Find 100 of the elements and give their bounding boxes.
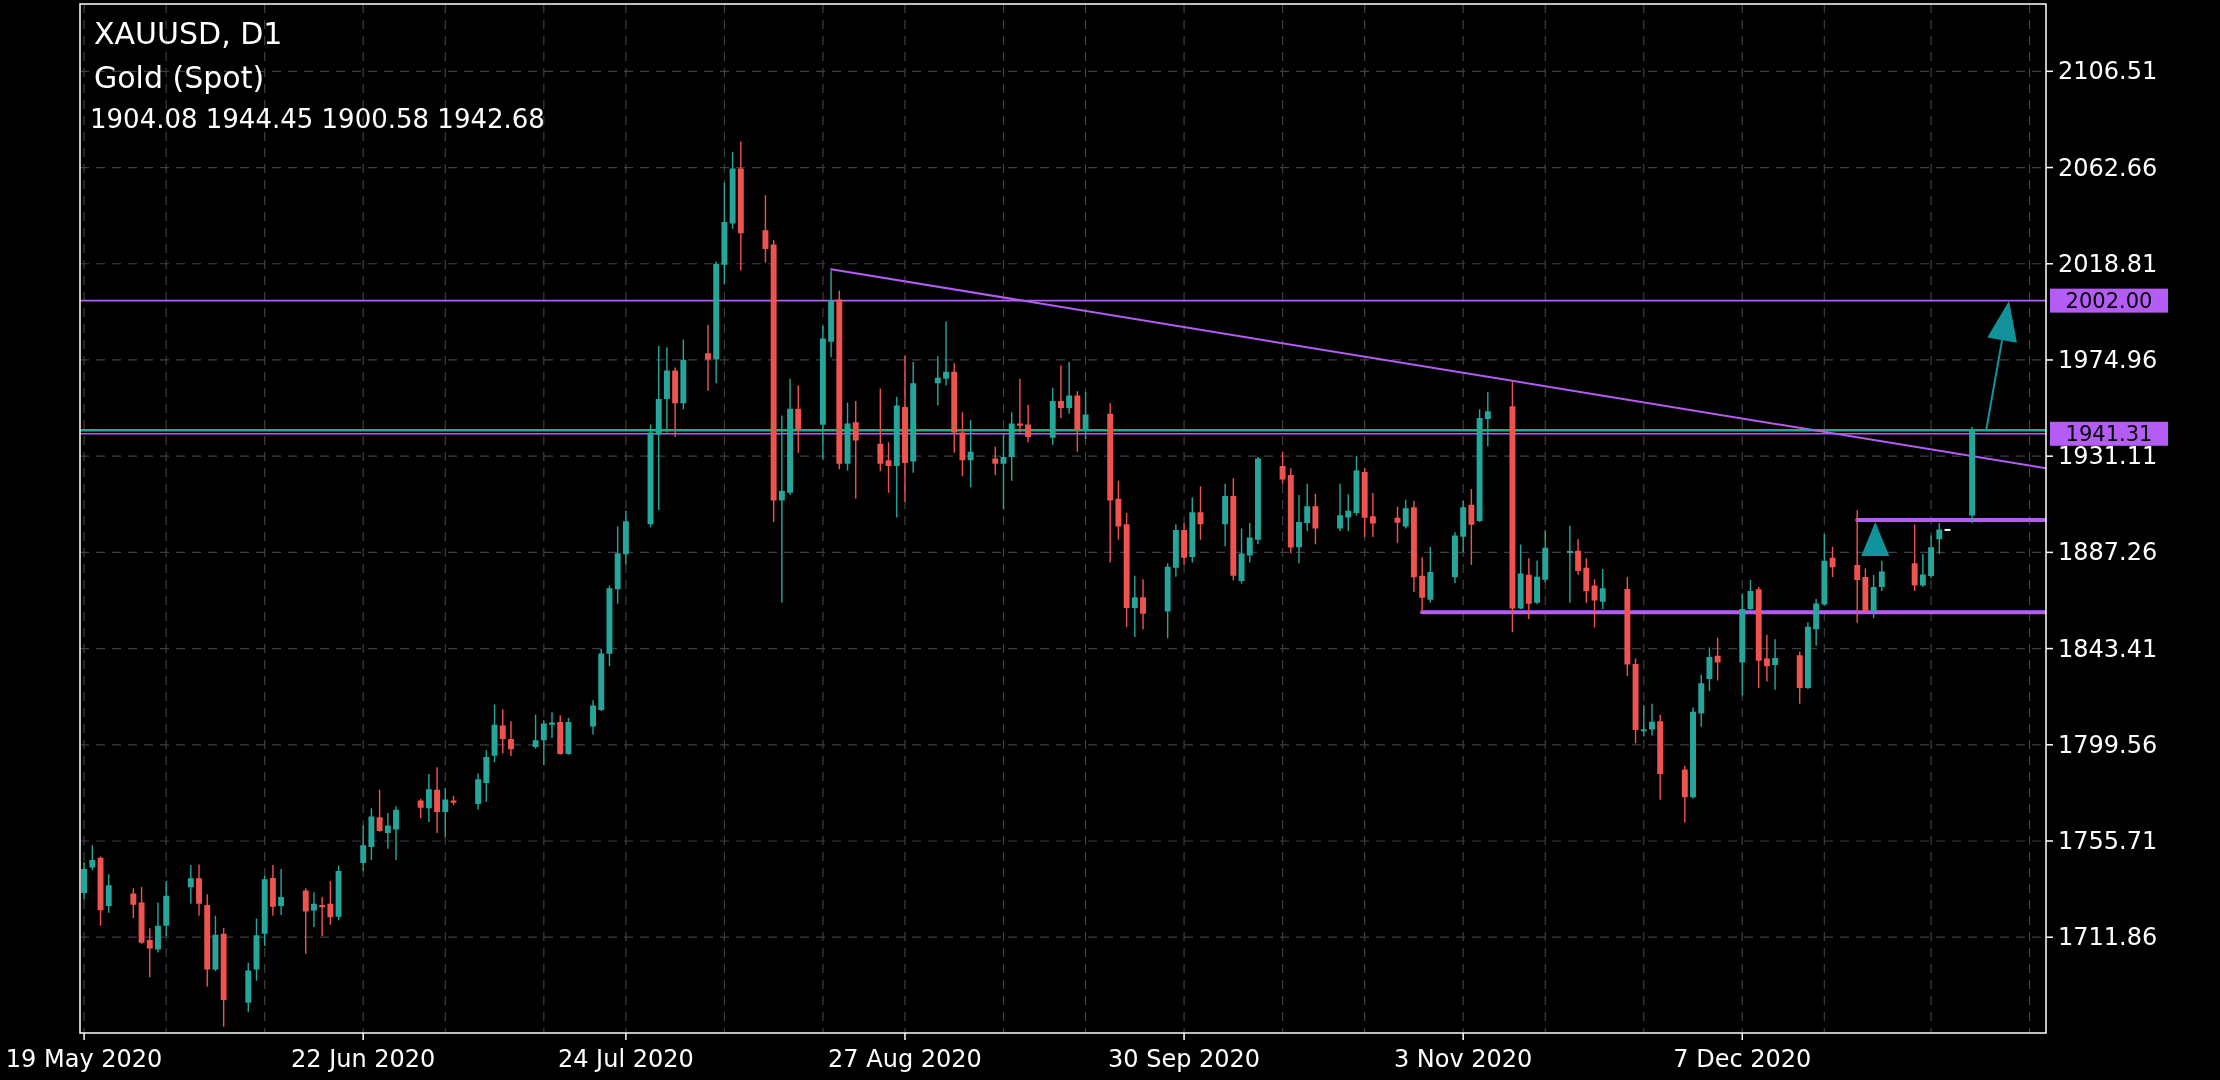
- candlestick: [1928, 535, 1935, 579]
- candlestick: [1246, 522, 1253, 563]
- candlestick: [138, 886, 145, 944]
- y-tick-label: 1711.86: [2058, 923, 2158, 952]
- candlestick: [1304, 483, 1311, 532]
- candlestick: [680, 339, 687, 410]
- candlestick: [1566, 525, 1573, 603]
- candlestick: [245, 962, 252, 1013]
- candlestick: [1181, 523, 1188, 565]
- candlestick: [212, 915, 219, 971]
- x-tick-label: 19 May 2020: [5, 1045, 163, 1073]
- candlestick: [934, 356, 941, 406]
- candlestick: [721, 182, 728, 284]
- candlestick: [1657, 714, 1664, 800]
- candlestick: [1410, 500, 1417, 592]
- candlestick: [1763, 634, 1770, 682]
- candlestick: [1878, 560, 1885, 591]
- candlestick: [1337, 483, 1343, 532]
- candlestick: [1427, 547, 1434, 603]
- candlestick: [1936, 522, 1943, 555]
- candlestick: [1460, 500, 1467, 553]
- candlestick: [614, 526, 621, 604]
- candlestick: [1057, 365, 1064, 419]
- candlestick: [943, 321, 949, 386]
- candlestick: [360, 825, 367, 872]
- candlestick: [1690, 707, 1696, 799]
- candlestick: [1739, 593, 1746, 696]
- candlestick: [335, 865, 342, 921]
- candlestick: [1419, 557, 1426, 612]
- y-tick-label: 2018.81: [2058, 249, 2158, 278]
- candlestick: [393, 806, 399, 860]
- candlestick: [269, 864, 276, 916]
- candlestick: [1632, 658, 1639, 744]
- y-tick-label: 1974.96: [2058, 345, 2158, 374]
- candlestick: [1649, 703, 1655, 736]
- candlestick: [1312, 493, 1319, 545]
- x-tick-label: 22 Jun 2020: [291, 1045, 436, 1073]
- candlestick: [1164, 563, 1171, 639]
- x-tick-label: 24 Jul 2020: [557, 1045, 694, 1073]
- candlestick: [155, 902, 161, 953]
- candlestick: [1115, 480, 1122, 540]
- candlestick: [130, 888, 137, 919]
- candlestick: [549, 712, 555, 739]
- candlestick: [590, 700, 596, 735]
- candlestick: [89, 845, 96, 871]
- candlestick: [368, 808, 375, 860]
- candlestick: [450, 795, 457, 806]
- y-tick-label: 1799.56: [2058, 730, 2158, 759]
- candlestick: [1066, 362, 1073, 414]
- candlestick: [1870, 574, 1877, 619]
- candlestick: [1189, 497, 1196, 563]
- candlestick: [302, 888, 309, 954]
- candlestick: [737, 141, 744, 271]
- candlestick: [1287, 468, 1294, 554]
- candlestick: [1255, 457, 1261, 545]
- candlestick: [1517, 544, 1524, 610]
- x-tick-label: 7 Dec 2020: [1673, 1045, 1812, 1073]
- x-tick-label: 27 Aug 2020: [828, 1045, 982, 1073]
- x-tick-label: 3 Nov 2020: [1393, 1045, 1533, 1073]
- candlestick: [204, 894, 211, 987]
- candlestick: [384, 812, 391, 849]
- candlestick: [483, 750, 490, 802]
- candlestick: [278, 868, 285, 915]
- y-tick-label: 1887.26: [2058, 538, 2158, 567]
- candlestick: [1525, 558, 1532, 619]
- candlestick: [1140, 579, 1146, 630]
- candlestick: [1222, 483, 1229, 547]
- candlestick: [1624, 577, 1631, 677]
- y-tick-label: 1755.71: [2058, 827, 2158, 855]
- candlestick: [196, 864, 202, 916]
- candlestick: [508, 721, 514, 757]
- candlestick: [417, 798, 424, 819]
- y-tick-label: 2062.66: [2058, 153, 2158, 182]
- candlestick: [1296, 495, 1302, 564]
- candlestick: [220, 927, 227, 1027]
- ref-line-label: 2002.00: [2065, 288, 2153, 313]
- candlestick: [1131, 575, 1138, 637]
- candlestick: [540, 720, 547, 766]
- candlestick: [828, 270, 835, 358]
- candlestick: [1361, 468, 1368, 537]
- text: Gold (Spot): [94, 60, 265, 95]
- candlestick: [1452, 532, 1458, 584]
- annotation: 1904.08 1944.45 1900.58 1942.68: [90, 104, 545, 134]
- candlestick: [1123, 513, 1130, 628]
- candlestick: [762, 195, 769, 263]
- x-tick-label: 30 Sep 2020: [1108, 1045, 1261, 1073]
- candlestick: [163, 880, 170, 937]
- candlestick: [1919, 554, 1926, 587]
- candlestick: [1681, 765, 1688, 823]
- candlestick: [705, 324, 711, 391]
- candlestick: [1172, 524, 1179, 577]
- candlestick: [81, 862, 88, 900]
- candlestick: [1402, 499, 1409, 529]
- candlestick: [1772, 639, 1779, 690]
- candlestick: [434, 767, 441, 834]
- candlestick: [187, 864, 194, 904]
- candlestick: [1706, 647, 1713, 691]
- candlestick: [1583, 558, 1590, 603]
- candlestick: [1599, 568, 1606, 610]
- candlestick: [1854, 510, 1861, 623]
